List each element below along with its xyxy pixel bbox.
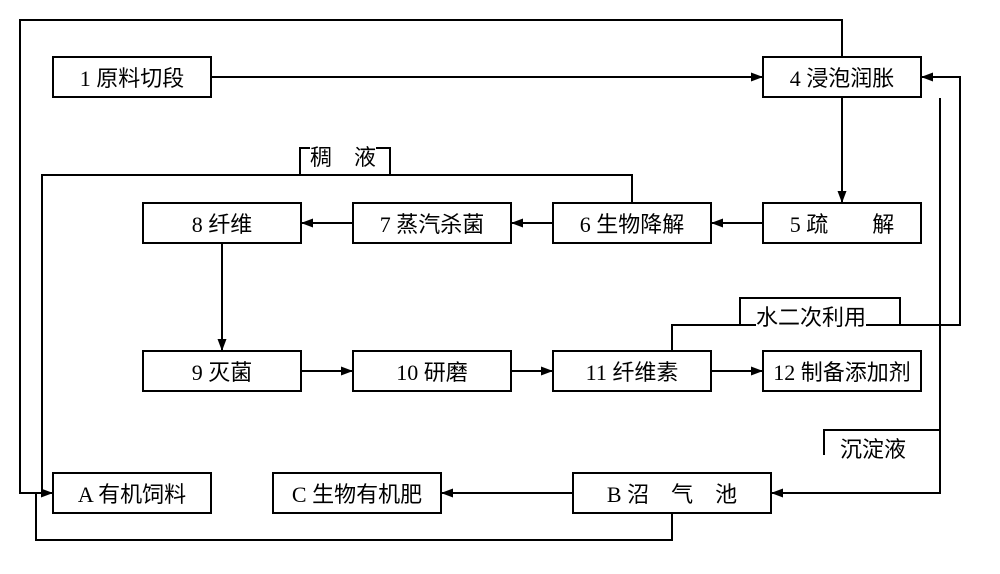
node-9-sterilize: 9 灭菌 — [142, 350, 302, 392]
node-11-cellulose: 11 纤维素 — [552, 350, 712, 392]
node-a-organic-feed: A 有机饲料 — [52, 472, 212, 514]
label-water-reuse: 水二次利用 — [756, 300, 866, 332]
node-1-raw-cut: 1 原料切段 — [52, 56, 212, 98]
node-label: C 生物有机肥 — [292, 477, 422, 509]
node-5-loosen: 5 疏 解 — [762, 202, 922, 244]
node-label: 5 疏 解 — [790, 207, 895, 239]
node-label: 11 纤维素 — [586, 355, 679, 387]
node-label: 12 制备添加剂 — [773, 355, 911, 387]
edge-eDilute-split — [42, 175, 632, 493]
node-7-steam-sterile: 7 蒸汽杀菌 — [352, 202, 512, 244]
node-label: 6 生物降解 — [580, 207, 685, 239]
node-label: A 有机饲料 — [78, 477, 186, 509]
label-thick-liquid: 稠 液 — [310, 140, 376, 172]
node-b-biogas: B 沼 气 池 — [572, 472, 772, 514]
label-text: 稠 液 — [310, 145, 376, 170]
label-text: 沉淀液 — [840, 437, 906, 462]
node-label: 9 灭菌 — [192, 355, 253, 387]
node-6-biodegrade: 6 生物降解 — [552, 202, 712, 244]
node-label: 10 研磨 — [396, 355, 468, 387]
node-4-soak-swell: 4 浸泡润胀 — [762, 56, 922, 98]
node-8-fiber: 8 纤维 — [142, 202, 302, 244]
node-label: 1 原料切段 — [80, 61, 185, 93]
node-label: 7 蒸汽杀菌 — [380, 207, 485, 239]
diagram-canvas: 1 原料切段 4 浸泡润胀 5 疏 解 6 生物降解 7 蒸汽杀菌 8 纤维 9… — [0, 0, 1000, 574]
node-12-additive: 12 制备添加剂 — [762, 350, 922, 392]
node-10-grind: 10 研磨 — [352, 350, 512, 392]
label-sediment: 沉淀液 — [840, 432, 906, 464]
node-label: 8 纤维 — [192, 207, 253, 239]
label-text: 水二次利用 — [756, 305, 866, 330]
node-label: B 沼 气 池 — [607, 477, 737, 509]
node-label: 4 浸泡润胀 — [790, 61, 895, 93]
node-c-bio-fert: C 生物有机肥 — [272, 472, 442, 514]
